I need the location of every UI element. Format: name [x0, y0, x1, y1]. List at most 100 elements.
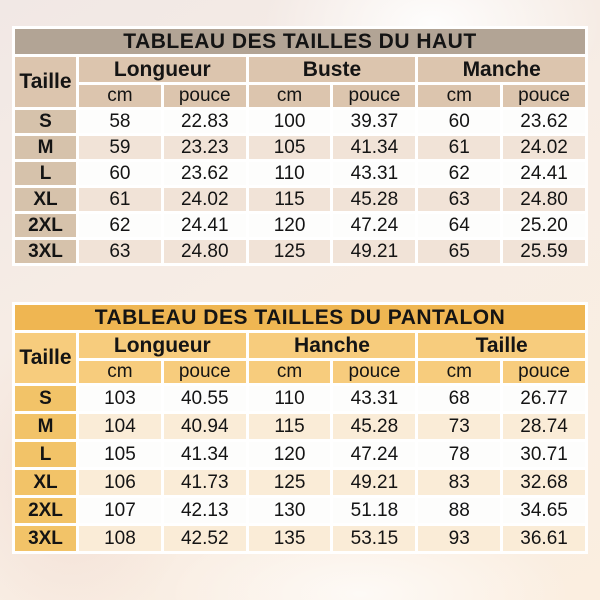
- value-cell: 115: [245, 411, 334, 442]
- unit-header: pouce: [500, 82, 588, 110]
- value-cell: 107: [76, 495, 164, 526]
- value-cell: 64: [415, 211, 504, 240]
- value-cell: 73: [415, 411, 504, 442]
- value-cell: 120: [245, 439, 334, 470]
- value-cell: 28.74: [500, 411, 588, 442]
- table-row-2xl: 2XL 62 24.41 120 47.24 64 25.20: [12, 211, 588, 240]
- value-cell: 125: [245, 467, 334, 498]
- value-cell: 105: [76, 439, 164, 470]
- size-label: S: [12, 107, 79, 136]
- unit-header: pouce: [330, 358, 419, 386]
- unit-header-row: cm pouce cm pouce cm pouce: [14, 358, 588, 386]
- table-row-m: M 104 40.94 115 45.28 73 28.74: [12, 411, 588, 442]
- value-cell: 60: [415, 107, 504, 136]
- value-cell: 45.28: [330, 411, 419, 442]
- table-row-s: S 103 40.55 110 43.31 68 26.77: [12, 383, 588, 414]
- value-cell: 61: [76, 185, 164, 214]
- value-cell: 47.24: [330, 439, 419, 470]
- group-header-buste: Buste: [245, 54, 419, 85]
- size-label: 2XL: [12, 495, 79, 526]
- top-table-title: TABLEAU DES TAILLES DU HAUT: [12, 26, 588, 57]
- size-label: 3XL: [12, 237, 79, 266]
- table-row-2xl: 2XL 107 42.13 130 51.18 88 34.65: [12, 495, 588, 526]
- size-column-header: Taille: [12, 54, 79, 110]
- value-cell: 125: [245, 237, 334, 266]
- group-header-hanche: Hanche: [245, 330, 419, 361]
- value-cell: 25.59: [500, 237, 588, 266]
- value-cell: 78: [415, 439, 504, 470]
- value-cell: 24.02: [160, 185, 249, 214]
- unit-header: cm: [245, 358, 334, 386]
- value-cell: 23.23: [160, 133, 249, 162]
- group-header-longueur: Longueur: [76, 54, 249, 85]
- unit-header: cm: [415, 358, 504, 386]
- value-cell: 34.65: [500, 495, 588, 526]
- table-row-xl: XL 61 24.02 115 45.28 63 24.80: [12, 185, 588, 214]
- unit-header: pouce: [160, 358, 249, 386]
- unit-header: cm: [245, 82, 334, 110]
- size-label: XL: [12, 467, 79, 498]
- unit-header: cm: [76, 358, 164, 386]
- table-title-row: TABLEAU DES TAILLES DU HAUT: [12, 26, 588, 57]
- value-cell: 24.02: [500, 133, 588, 162]
- table-row-3xl: 3XL 63 24.80 125 49.21 65 25.59: [12, 237, 588, 266]
- value-cell: 41.34: [330, 133, 419, 162]
- value-cell: 23.62: [500, 107, 588, 136]
- unit-header: cm: [415, 82, 504, 110]
- size-column-header: Taille: [12, 330, 79, 386]
- value-cell: 108: [76, 523, 164, 554]
- table-row-xl: XL 106 41.73 125 49.21 83 32.68: [12, 467, 588, 498]
- value-cell: 26.77: [500, 383, 588, 414]
- value-cell: 61: [415, 133, 504, 162]
- unit-header-row: cm pouce cm pouce cm pouce: [14, 82, 588, 110]
- value-cell: 24.41: [500, 159, 588, 188]
- value-cell: 100: [245, 107, 334, 136]
- table-row-m: M 59 23.23 105 41.34 61 24.02: [12, 133, 588, 162]
- value-cell: 25.20: [500, 211, 588, 240]
- value-cell: 83: [415, 467, 504, 498]
- bottom-table-title: TABLEAU DES TAILLES DU PANTALON: [12, 302, 588, 333]
- value-cell: 30.71: [500, 439, 588, 470]
- value-cell: 41.34: [160, 439, 249, 470]
- value-cell: 135: [245, 523, 334, 554]
- value-cell: 59: [76, 133, 164, 162]
- value-cell: 40.94: [160, 411, 249, 442]
- size-label: M: [12, 411, 79, 442]
- value-cell: 120: [245, 211, 334, 240]
- unit-header: pouce: [330, 82, 419, 110]
- size-label: M: [12, 133, 79, 162]
- table-row-l: L 60 23.62 110 43.31 62 24.41: [12, 159, 588, 188]
- group-header-row: Taille Longueur Buste Manche: [12, 54, 588, 110]
- size-label: L: [12, 159, 79, 188]
- group-header-longueur: Longueur: [76, 330, 249, 361]
- value-cell: 104: [76, 411, 164, 442]
- value-cell: 40.55: [160, 383, 249, 414]
- value-cell: 42.52: [160, 523, 249, 554]
- value-cell: 23.62: [160, 159, 249, 188]
- value-cell: 39.37: [330, 107, 419, 136]
- table-title-row: TABLEAU DES TAILLES DU PANTALON: [12, 302, 588, 333]
- value-cell: 68: [415, 383, 504, 414]
- value-cell: 130: [245, 495, 334, 526]
- value-cell: 63: [415, 185, 504, 214]
- value-cell: 53.15: [330, 523, 419, 554]
- value-cell: 110: [245, 159, 334, 188]
- size-label: 2XL: [12, 211, 79, 240]
- unit-header: cm: [76, 82, 164, 110]
- value-cell: 58: [76, 107, 164, 136]
- bottom-size-table: TABLEAU DES TAILLES DU PANTALON Taille L…: [12, 302, 588, 554]
- unit-header: pouce: [160, 82, 249, 110]
- size-label: 3XL: [12, 523, 79, 554]
- top-size-table: TABLEAU DES TAILLES DU HAUT Taille Longu…: [12, 26, 588, 266]
- size-label: L: [12, 439, 79, 470]
- table-row-l: L 105 41.34 120 47.24 78 30.71: [12, 439, 588, 470]
- group-header-manche: Manche: [415, 54, 588, 85]
- table-row-3xl: 3XL 108 42.52 135 53.15 93 36.61: [12, 523, 588, 554]
- value-cell: 60: [76, 159, 164, 188]
- value-cell: 22.83: [160, 107, 249, 136]
- value-cell: 65: [415, 237, 504, 266]
- value-cell: 93: [415, 523, 504, 554]
- value-cell: 42.13: [160, 495, 249, 526]
- table-row-s: S 58 22.83 100 39.37 60 23.62: [12, 107, 588, 136]
